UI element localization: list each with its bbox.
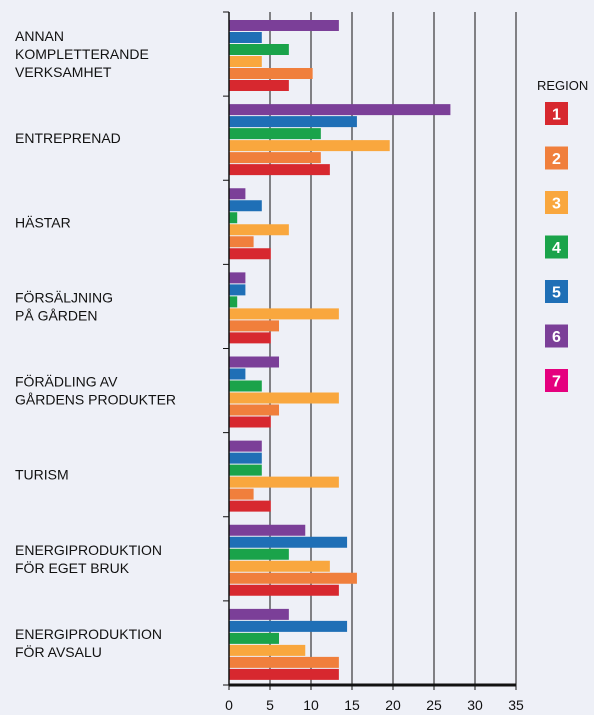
bar bbox=[229, 188, 246, 200]
category-label: TURISM bbox=[15, 467, 69, 483]
legend-swatch bbox=[545, 102, 568, 125]
bar bbox=[229, 608, 289, 620]
x-tick-label: 20 bbox=[385, 697, 401, 713]
x-tick-label: 0 bbox=[225, 697, 233, 713]
category-label: ANNAN KOMPLETTERANDE VERKSAMHET bbox=[15, 28, 149, 80]
category-label-line: VERKSAMHET bbox=[15, 64, 112, 80]
bar bbox=[229, 644, 306, 656]
bar bbox=[229, 524, 306, 536]
legend-label: 1 bbox=[552, 107, 561, 124]
bar bbox=[229, 140, 390, 152]
legend-label: 7 bbox=[552, 374, 561, 391]
x-tick-label: 25 bbox=[426, 697, 442, 713]
bar bbox=[229, 104, 451, 116]
bar bbox=[229, 320, 280, 332]
bar bbox=[229, 128, 321, 140]
category-label-line: PÅ GÅRDEN bbox=[15, 307, 97, 323]
bar bbox=[229, 416, 271, 428]
bar bbox=[229, 164, 330, 176]
bar bbox=[229, 284, 246, 296]
legend-label: 4 bbox=[552, 240, 561, 257]
bar bbox=[229, 476, 339, 488]
bar bbox=[229, 668, 339, 680]
x-tick-label: 15 bbox=[344, 697, 360, 713]
bar bbox=[229, 224, 289, 236]
bar bbox=[229, 620, 348, 632]
bar bbox=[229, 488, 254, 500]
category-label-line: FÖR AVSALU bbox=[15, 643, 102, 660]
category-label: ENERGIPRODUKTION FÖR AVSALU bbox=[15, 626, 162, 660]
bar bbox=[229, 560, 330, 572]
bar bbox=[229, 32, 262, 43]
category-label: ENERGIPRODUKTION FÖR EGET BRUK bbox=[15, 542, 162, 576]
bar bbox=[229, 572, 357, 584]
bar bbox=[229, 80, 289, 91]
bar bbox=[229, 536, 348, 548]
bar bbox=[229, 584, 339, 596]
category-label: ENTREPRENAD bbox=[15, 130, 121, 146]
category-label: FÖRÄDLING AV GÅRDENS PRODUKTER bbox=[15, 373, 176, 408]
category-label-line: FÖR EGET BRUK bbox=[15, 559, 130, 576]
x-tick-label: 35 bbox=[508, 697, 524, 713]
legend-swatch bbox=[545, 369, 568, 392]
bar bbox=[229, 632, 280, 644]
bar bbox=[229, 500, 271, 512]
bar bbox=[229, 152, 321, 164]
bar bbox=[229, 296, 238, 308]
bar bbox=[229, 272, 246, 284]
bar bbox=[229, 440, 262, 452]
bar bbox=[229, 380, 262, 392]
bar bbox=[229, 248, 271, 260]
bar bbox=[229, 404, 280, 416]
bar bbox=[229, 200, 262, 212]
legend-label: 3 bbox=[552, 196, 561, 213]
category-label-line: FÖRSÄLJNING bbox=[15, 288, 113, 305]
legend-label: 2 bbox=[552, 151, 561, 168]
bar bbox=[229, 332, 271, 344]
category-label-line: ANNAN bbox=[15, 28, 64, 44]
category-label-line: ENTREPRENAD bbox=[15, 130, 121, 146]
bar bbox=[229, 308, 339, 320]
legend-swatch bbox=[545, 146, 568, 170]
category-label: FÖRSÄLJNING PÅ GÅRDEN bbox=[15, 288, 113, 323]
x-tick-label: 5 bbox=[266, 697, 274, 713]
x-tick-label: 10 bbox=[303, 697, 319, 713]
category-label-line: HÄSTAR bbox=[15, 214, 71, 230]
bar bbox=[229, 452, 262, 464]
category-label-line: ENERGIPRODUKTION bbox=[15, 542, 162, 558]
bar bbox=[229, 656, 339, 668]
category-label-line: FÖRÄDLING AV bbox=[15, 373, 118, 390]
legend-label: 5 bbox=[552, 285, 561, 302]
bar bbox=[229, 212, 238, 224]
bar bbox=[229, 356, 280, 368]
bar bbox=[229, 56, 262, 67]
bar bbox=[229, 116, 357, 128]
category-label-line: KOMPLETTERANDE bbox=[15, 46, 149, 62]
bar bbox=[229, 68, 313, 79]
legend-title: REGION bbox=[537, 78, 588, 93]
bar bbox=[229, 368, 246, 380]
category-label-line: GÅRDENS PRODUKTER bbox=[15, 392, 176, 408]
bar bbox=[229, 392, 339, 404]
bar bbox=[229, 548, 289, 560]
legend-label: 6 bbox=[552, 329, 561, 346]
category-label: HÄSTAR bbox=[15, 214, 71, 230]
bar bbox=[229, 20, 339, 31]
legend-swatch bbox=[545, 280, 568, 303]
bar bbox=[229, 464, 262, 476]
legend-swatch bbox=[545, 235, 568, 259]
category-label-line: ENERGIPRODUKTION bbox=[15, 626, 162, 642]
x-tick-label: 30 bbox=[467, 697, 483, 713]
bar bbox=[229, 44, 289, 55]
legend-swatch bbox=[545, 324, 568, 348]
bar bbox=[229, 236, 254, 248]
category-label-line: TURISM bbox=[15, 467, 69, 483]
legend-swatch bbox=[545, 191, 568, 214]
